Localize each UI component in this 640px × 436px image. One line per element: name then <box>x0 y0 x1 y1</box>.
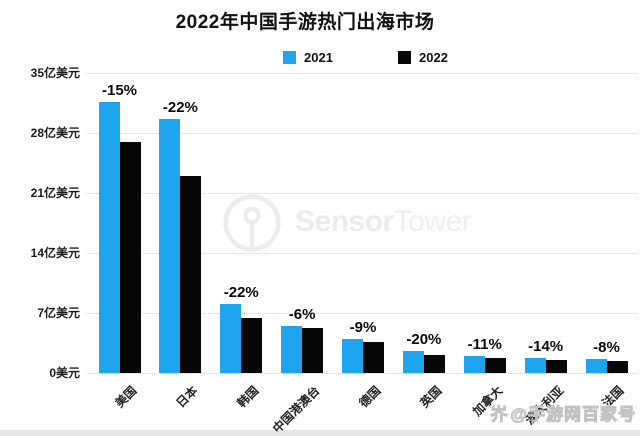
bar-2021-德国 <box>342 338 363 373</box>
x-axis-label-德国: 德国 <box>356 383 384 411</box>
baijiahao-logo-icon: 岕 <box>490 405 509 425</box>
y-axis-tick-label: 14亿美元 <box>30 246 80 260</box>
legend-item-2022: 2022 <box>398 50 448 65</box>
bar-2022-法国 <box>606 360 628 373</box>
bar-2022-美国 <box>119 142 141 373</box>
y-axis-tick-label: 7亿美元 <box>37 306 80 320</box>
bar-2022-中国港澳台 <box>302 328 324 373</box>
bar-2022-加拿大 <box>484 358 506 373</box>
change-label-澳大利亚: -14% <box>528 337 564 355</box>
gridline-28亿美元 <box>86 133 637 134</box>
gridline-21亿美元 <box>86 193 637 194</box>
bar-2021-法国 <box>585 359 607 373</box>
chart-title: 2022年中国手游热门出海市场 <box>175 12 435 33</box>
bottom-strip <box>0 430 640 436</box>
bar-2021-英国 <box>402 350 424 373</box>
bar-2022-澳大利亚 <box>545 359 567 373</box>
bar-2022-韩国 <box>241 318 263 373</box>
x-axis-label-日本: 日本 <box>173 383 201 411</box>
source-watermark: 岕 @手游网百家号 <box>490 400 636 425</box>
legend-item-2021: 2021 <box>283 50 333 65</box>
x-axis-label-英国: 英国 <box>417 383 445 411</box>
y-axis-tick-label: 21亿美元 <box>30 186 80 200</box>
change-label-美国: -15% <box>101 82 138 100</box>
change-label-日本: -22% <box>162 99 198 117</box>
y-axis-tick-label: 0美元 <box>49 366 80 380</box>
bar-2021-加拿大 <box>463 355 485 373</box>
sensortower-wordmark: SensorTower <box>295 205 472 238</box>
change-label-加拿大: -11% <box>467 335 502 353</box>
change-label-韩国: -22% <box>223 283 259 301</box>
gridline-7亿美元 <box>86 313 637 314</box>
bar-2022-德国 <box>363 342 384 373</box>
bar-2022-日本 <box>180 175 202 373</box>
x-axis-label-中国港澳台: 中国港澳台 <box>270 383 323 436</box>
source-watermark-text: @手游网百家号 <box>510 405 636 425</box>
y-axis-tick-label: 35亿美元 <box>30 66 80 80</box>
gridline-0美元 <box>86 373 637 374</box>
legend-label-2021: 2021 <box>304 50 333 65</box>
bar-2021-日本 <box>159 119 181 373</box>
legend-swatch-2021 <box>283 51 296 64</box>
bar-2021-中国港澳台 <box>281 325 303 373</box>
change-label-中国港澳台: -6% <box>288 305 316 323</box>
change-label-英国: -20% <box>406 330 442 348</box>
change-label-法国: -8% <box>593 339 620 357</box>
bar-2021-韩国 <box>220 303 242 373</box>
x-axis-label-美国: 美国 <box>112 383 140 411</box>
legend-label-2022: 2022 <box>419 50 448 65</box>
bar-2021-澳大利亚 <box>524 357 546 373</box>
bar-2021-美国 <box>98 102 120 373</box>
change-label-德国: -9% <box>349 318 377 336</box>
gridline-35亿美元 <box>86 73 637 74</box>
sensortower-watermark: SensorTower <box>221 191 472 253</box>
x-axis-label-韩国: 韩国 <box>234 383 262 411</box>
sensortower-logo-icon <box>223 194 281 252</box>
legend-swatch-2022 <box>398 51 411 64</box>
gridline-14亿美元 <box>86 253 637 254</box>
bar-2022-英国 <box>423 355 445 373</box>
y-axis-tick-label: 28亿美元 <box>30 126 80 140</box>
